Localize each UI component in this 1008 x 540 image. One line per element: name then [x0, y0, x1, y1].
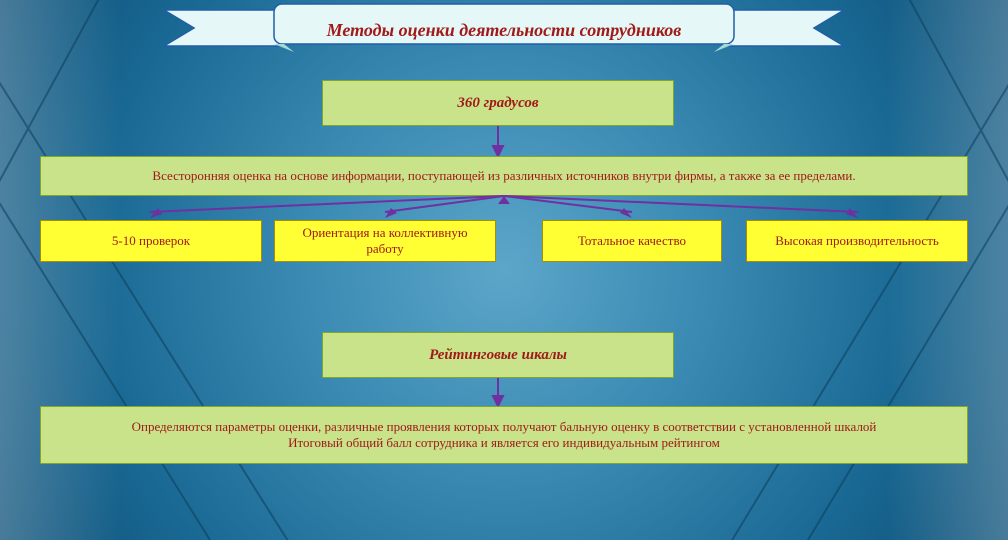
item-team-orientation: Ориентация на коллективную работу: [274, 220, 496, 262]
section-rating-desc-line1: Определяются параметры оценки, различные…: [132, 419, 877, 435]
section-360-heading-text: 360 градусов: [457, 94, 538, 113]
section-360-heading: 360 градусов: [322, 80, 674, 126]
item-high-productivity-text: Высокая производительность: [775, 233, 939, 249]
section-rating-heading: Рейтинговые шкалы: [322, 332, 674, 378]
title-text: Методы оценки деятельности сотрудников: [327, 20, 682, 41]
diagram-content: Методы оценки деятельности сотрудников 3…: [0, 0, 1008, 540]
item-total-quality-text: Тотальное качество: [578, 233, 686, 249]
section-360-description: Всесторонняя оценка на основе информации…: [40, 156, 968, 196]
section-rating-description: Определяются параметры оценки, различные…: [40, 406, 968, 464]
item-total-quality: Тотальное качество: [542, 220, 722, 262]
title-banner: Методы оценки деятельности сотрудников: [0, 4, 1008, 56]
section-rating-desc-line2: Итоговый общий балл сотрудника и являетс…: [132, 435, 877, 451]
item-5-10-checks-text: 5-10 проверок: [112, 233, 190, 249]
item-5-10-checks: 5-10 проверок: [40, 220, 262, 262]
item-team-orientation-text: Ориентация на коллективную работу: [285, 225, 485, 258]
section-360-description-text: Всесторонняя оценка на основе информации…: [152, 168, 855, 184]
item-high-productivity: Высокая производительность: [746, 220, 968, 262]
section-rating-heading-text: Рейтинговые шкалы: [429, 346, 567, 365]
